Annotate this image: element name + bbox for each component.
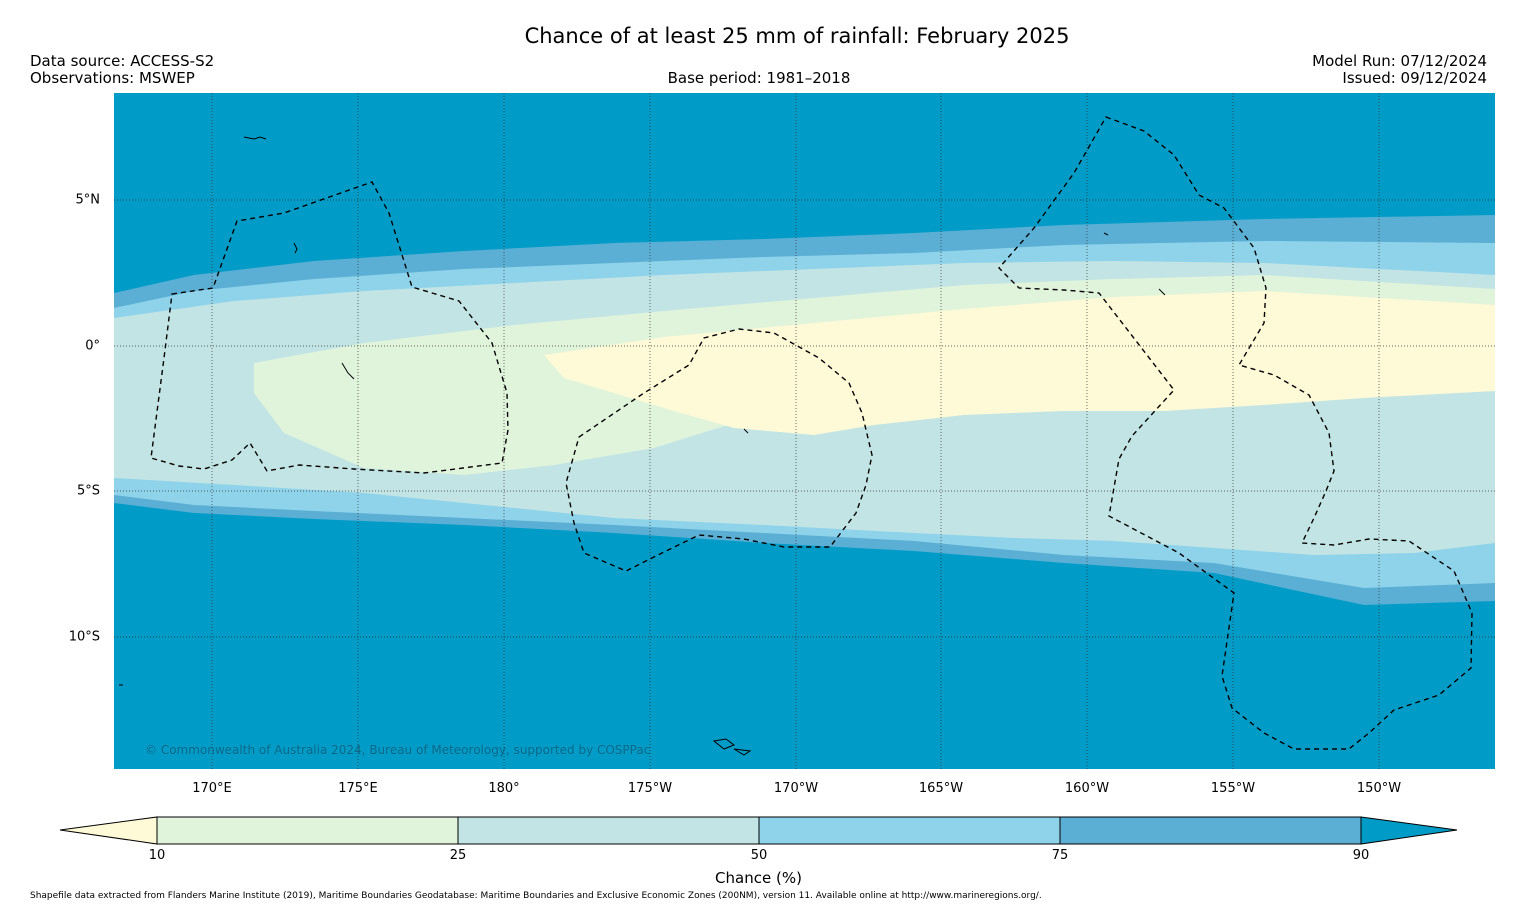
- lon-label-170e: 170°E: [192, 781, 232, 796]
- chart-title: Chance of at least 25 mm of rainfall: Fe…: [524, 24, 1070, 48]
- band-below-10: [544, 291, 1495, 435]
- lon-label-150w: 150°W: [1356, 781, 1402, 796]
- colorbar-extend-low: [59, 816, 158, 845]
- island-3: [341, 362, 355, 380]
- rainfall-probability-map: [114, 93, 1495, 769]
- lon-label-155w: 155°W: [1210, 781, 1256, 796]
- colorbar-svg: [59, 816, 1458, 845]
- colorbar-tick-25: 25: [449, 848, 467, 863]
- gridlines: [114, 93, 1495, 769]
- lat-label-5n: 5°N: [75, 192, 101, 208]
- lon-label-170w: 170°W: [773, 781, 819, 796]
- island-7: [712, 738, 736, 750]
- lat-label-10s: 10°S: [68, 629, 100, 645]
- islands: [119, 136, 1166, 756]
- island-5: [1158, 288, 1166, 296]
- lon-label-175w: 175°W: [627, 781, 673, 796]
- eez-boundary-kiribati-line: [998, 116, 1473, 750]
- data-source-block: Data source: ACCESS-S2 Observations: MSW…: [30, 53, 214, 87]
- island-8: [733, 748, 752, 756]
- island-4: [743, 428, 749, 434]
- observations-label: Observations: MSWEP: [30, 69, 195, 87]
- eez-boundary-kiribati-phoenix: [565, 328, 873, 572]
- lat-label-0: 0°: [85, 338, 100, 354]
- model-run-label: Model Run: 07/12/2024: [1312, 52, 1487, 70]
- colorbar-tick-50: 50: [750, 848, 768, 863]
- colorbar: [59, 816, 1460, 848]
- colorbar-label: Chance (%): [715, 869, 802, 887]
- colorbar-bin-10-25: [156, 816, 459, 845]
- island-1: [243, 136, 267, 140]
- colorbar-tick-75: 75: [1051, 848, 1069, 863]
- island-2: [293, 242, 298, 254]
- colorbar-tick-90: 90: [1352, 848, 1370, 863]
- colorbar-tick-10: 10: [148, 848, 166, 863]
- data-source-label: Data source: ACCESS-S2: [30, 52, 215, 70]
- issued-label: Issued: 09/12/2024: [1342, 69, 1487, 87]
- colorbar-bin-25-50: [457, 816, 760, 845]
- copyright-text: © Commonwealth of Australia 2024, Bureau…: [145, 743, 651, 757]
- model-run-block: Model Run: 07/12/2024 Issued: 09/12/2024: [1312, 53, 1487, 87]
- base-period-label: Base period: 1981–2018: [667, 69, 851, 87]
- lon-label-175e: 175°E: [338, 781, 378, 796]
- lat-label-5s: 5°S: [76, 483, 100, 499]
- colorbar-bin-75-90: [1059, 816, 1362, 845]
- lon-label-160w: 160°W: [1064, 781, 1110, 796]
- eez-boundaries: [150, 116, 1473, 750]
- lon-label-165w: 165°W: [918, 781, 964, 796]
- colorbar-bin-50-75: [758, 816, 1061, 845]
- map-svg: [114, 93, 1495, 769]
- island-6: [1103, 232, 1109, 236]
- lon-label-180: 180°: [488, 781, 520, 796]
- colorbar-extend-high: [1360, 816, 1458, 845]
- footer-credit: Shapefile data extracted from Flanders M…: [30, 891, 1042, 901]
